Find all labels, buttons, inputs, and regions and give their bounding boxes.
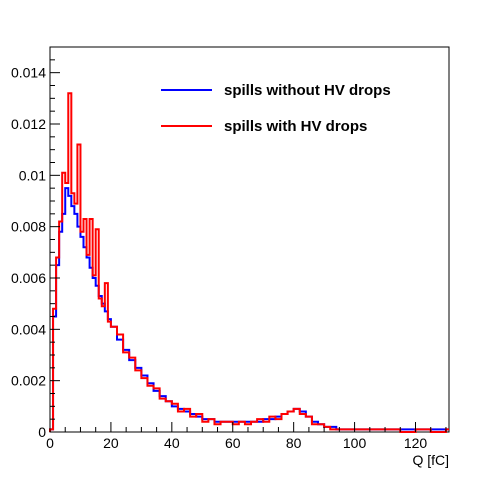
x-tick-label: 0 <box>46 435 54 451</box>
x-tick-label: 120 <box>404 435 428 451</box>
x-tick-label: 40 <box>164 435 180 451</box>
x-tick-label: 100 <box>343 435 367 451</box>
y-tick-label: 0.014 <box>11 65 46 81</box>
axis-layer: 0 20 40 60 80 100 120 0 0.002 0.004 0.006 0.008 0.01… <box>11 59 447 451</box>
y-tick-label: 0.002 <box>11 373 46 389</box>
x-tick-label: 60 <box>225 435 241 451</box>
y-tick-label: 0.006 <box>11 270 46 286</box>
x-tick-label: 80 <box>286 435 302 451</box>
y-tick-label: 0.008 <box>11 219 46 235</box>
legend: spills without HV drops spills with HV dr… <box>161 82 391 135</box>
plot-frame <box>49 46 450 433</box>
y-tick-label: 0.01 <box>19 167 46 183</box>
series-line-with-hv-drops <box>49 92 449 433</box>
x-axis-title: Q [fC] <box>412 452 449 468</box>
legend-label: spills with HV drops <box>224 118 367 135</box>
x-tick-label: 20 <box>103 435 119 451</box>
series-line-without-hv-drops <box>49 187 449 432</box>
y-tick-label: 0.012 <box>11 116 46 132</box>
y-tick-label: 0.004 <box>11 321 46 337</box>
y-tick-label: 0 <box>38 424 46 440</box>
series-layer <box>49 92 449 433</box>
legend-label: spills without HV drops <box>224 82 391 99</box>
